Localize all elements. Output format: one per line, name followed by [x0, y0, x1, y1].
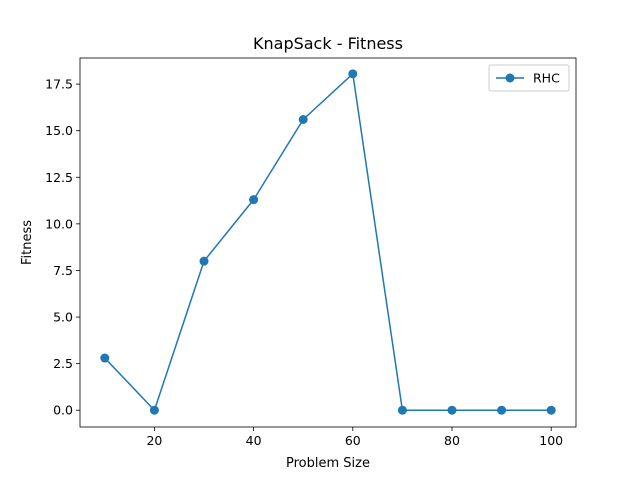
x-tick-label: 80: [444, 433, 460, 448]
plot-area: [80, 58, 576, 427]
y-axis-label: Fitness: [20, 220, 35, 265]
y-tick-label: 15.0: [45, 123, 73, 138]
x-tick-label: 100: [539, 433, 563, 448]
data-point: [447, 405, 457, 415]
legend-marker: [505, 73, 515, 83]
chart-title: KnapSack - Fitness: [253, 34, 403, 53]
x-ticks: 20 40 60 80 100: [146, 427, 563, 448]
x-tick-label: 60: [345, 433, 361, 448]
y-tick-label: 2.5: [53, 356, 73, 371]
data-point: [249, 195, 259, 205]
y-tick-label: 5.0: [53, 310, 73, 325]
data-point: [199, 256, 209, 266]
x-tick-label: 20: [146, 433, 162, 448]
legend-label-rhc: RHC: [533, 71, 560, 86]
data-point: [348, 69, 358, 79]
axes-layer: [79, 57, 577, 428]
y-ticks: 0.0 2.5 5.0 7.5 10.0 12.5 15.0 17.5: [45, 77, 80, 418]
legend: RHC: [488, 64, 570, 92]
y-tick-label: 12.5: [45, 170, 73, 185]
y-tick-label: 17.5: [45, 77, 73, 92]
plot-frame: [79, 57, 577, 428]
data-point: [546, 405, 556, 415]
data-point: [397, 405, 407, 415]
data-layer: [100, 69, 556, 415]
x-axis-label: Problem Size: [286, 456, 370, 471]
y-tick-label: 0.0: [53, 403, 73, 418]
data-point: [149, 405, 159, 415]
y-tick-label: 10.0: [45, 216, 73, 231]
data-point: [100, 353, 110, 363]
legend-box: [488, 64, 570, 92]
data-point: [298, 115, 308, 124]
y-tick-label: 7.5: [53, 263, 73, 278]
x-tick-label: 40: [246, 433, 262, 448]
series-line-rhc: [104, 73, 552, 411]
data-point: [497, 405, 507, 415]
